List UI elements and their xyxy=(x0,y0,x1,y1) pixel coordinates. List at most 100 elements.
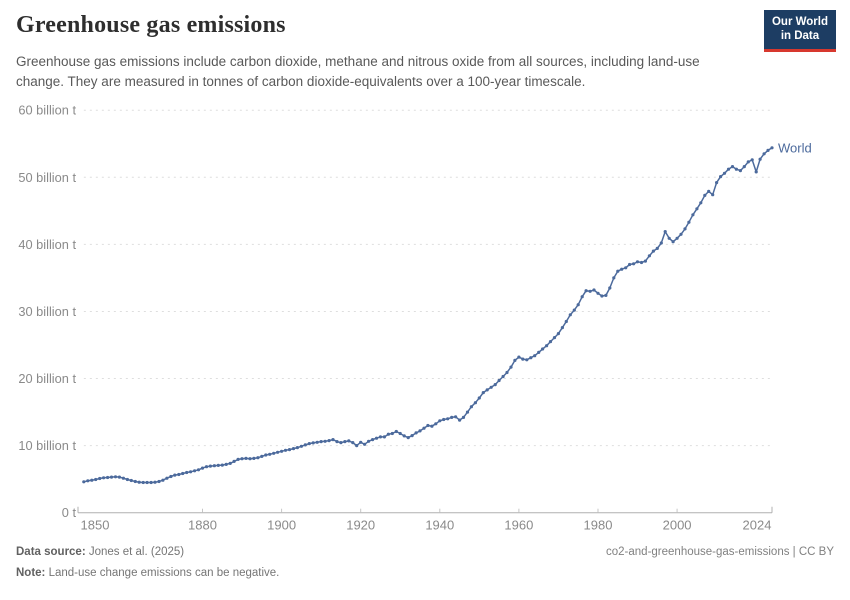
data-point xyxy=(497,378,501,383)
data-point xyxy=(260,454,264,458)
data-point xyxy=(628,262,632,267)
x-axis-label-2024: 2024 xyxy=(743,518,772,533)
data-point xyxy=(343,440,347,444)
data-point xyxy=(556,332,561,336)
data-point xyxy=(295,446,299,450)
owid-logo-line2: in Data xyxy=(780,29,820,42)
y-axis-label-50: 50 billion t xyxy=(18,170,76,185)
data-source-label: Data source: xyxy=(16,546,86,558)
data-point xyxy=(485,388,489,392)
note-value: Land-use change emissions can be negativ… xyxy=(45,567,280,579)
data-point xyxy=(113,475,118,479)
data-point xyxy=(703,193,707,197)
data-point xyxy=(430,424,434,428)
data-point xyxy=(109,475,114,479)
data-point xyxy=(359,440,363,444)
y-axis-label-0: 0 t xyxy=(62,505,77,520)
y-axis-label-40: 40 billion t xyxy=(18,237,76,252)
data-point xyxy=(244,456,248,460)
data-point xyxy=(355,444,359,448)
data-point xyxy=(481,391,485,395)
x-axis-label-1920: 1920 xyxy=(346,518,375,533)
data-point xyxy=(572,308,576,312)
data-point xyxy=(446,417,450,421)
data-point xyxy=(647,254,652,258)
data-point xyxy=(576,303,580,307)
data-point xyxy=(157,479,161,484)
chart-title: Greenhouse gas emissions xyxy=(16,12,286,38)
data-point xyxy=(604,293,608,297)
x-axis-label-1960: 1960 xyxy=(504,518,533,533)
data-point xyxy=(454,415,458,419)
data-point xyxy=(754,170,758,174)
data-point xyxy=(94,477,98,482)
data-point xyxy=(299,444,303,448)
data-point xyxy=(461,415,466,419)
data-point xyxy=(691,213,695,217)
data-point xyxy=(750,158,754,162)
data-point xyxy=(525,358,529,362)
x-axis-label-1900: 1900 xyxy=(267,518,296,533)
note-label: Note: xyxy=(16,567,46,579)
data-point xyxy=(608,286,612,290)
data-point xyxy=(252,456,256,460)
data-point xyxy=(414,431,418,435)
data-point xyxy=(307,442,311,446)
data-point xyxy=(537,350,541,354)
data-point xyxy=(90,478,94,482)
data-point xyxy=(256,456,260,460)
data-point xyxy=(442,417,446,422)
data-point xyxy=(339,441,343,445)
y-axis-label-20: 20 billion t xyxy=(18,371,76,386)
data-point xyxy=(655,246,659,250)
data-point xyxy=(264,453,268,457)
data-point xyxy=(335,440,339,444)
data-point xyxy=(236,457,240,461)
data-point xyxy=(719,175,723,179)
data-point xyxy=(600,294,604,298)
data-point xyxy=(386,432,390,436)
data-point xyxy=(564,319,568,324)
data-point xyxy=(489,385,493,389)
data-point xyxy=(291,447,296,451)
data-point xyxy=(347,439,351,443)
data-point xyxy=(659,241,663,245)
data-point xyxy=(687,220,691,224)
data-point xyxy=(493,383,497,387)
data-point xyxy=(232,459,236,463)
data-point xyxy=(635,260,640,264)
chart-subtitle: Greenhouse gas emissions include carbon … xyxy=(16,54,700,90)
data-point xyxy=(529,356,533,360)
data-point xyxy=(588,289,592,293)
data-point xyxy=(102,476,106,480)
note-line: Note: Land-use change emissions can be n… xyxy=(16,567,279,579)
owid-logo: Our World in Data xyxy=(763,10,836,52)
data-point xyxy=(770,146,774,150)
data-point xyxy=(568,313,572,317)
data-point xyxy=(145,480,149,485)
data-point xyxy=(663,230,667,234)
data-point xyxy=(248,457,252,461)
data-point xyxy=(367,439,371,443)
data-point xyxy=(438,419,442,423)
data-point xyxy=(738,169,743,173)
data-point xyxy=(82,480,86,484)
data-point xyxy=(734,167,739,171)
x-axis-label-1850: 1850 xyxy=(81,518,110,533)
data-point xyxy=(228,461,232,465)
data-point xyxy=(715,181,719,185)
data-point xyxy=(711,193,715,197)
data-point xyxy=(177,472,181,477)
data-point xyxy=(762,152,766,156)
data-point xyxy=(513,358,517,362)
data-point xyxy=(121,476,125,480)
data-point xyxy=(746,160,750,164)
data-point xyxy=(129,478,133,483)
data-point xyxy=(374,436,379,440)
data-point xyxy=(185,470,189,475)
x-axis-label-1980: 1980 xyxy=(584,518,613,533)
x-axis-label-1880: 1880 xyxy=(188,518,217,533)
data-point xyxy=(592,288,596,292)
data-point xyxy=(378,435,383,439)
